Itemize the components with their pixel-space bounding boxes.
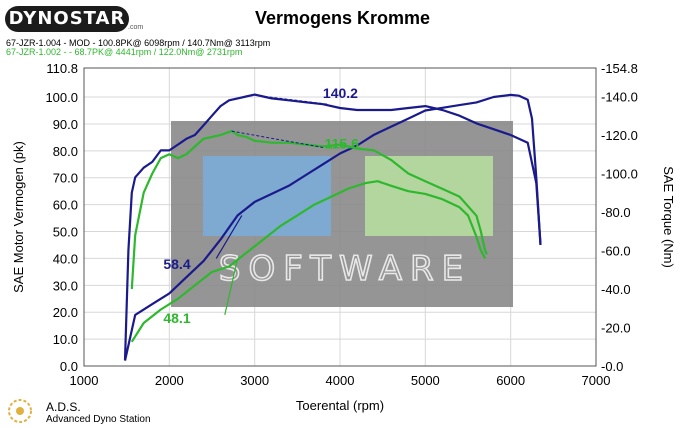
- x-tick-label: 1000: [70, 373, 99, 388]
- y-tick-label: 50.0: [53, 225, 78, 240]
- y-tick-label: 0.0: [60, 359, 78, 374]
- x-tick-label: 2000: [155, 373, 184, 388]
- y2-tick-label: -140.0: [601, 89, 638, 104]
- x-tick-label: 7000: [582, 373, 611, 388]
- annotation-label: 140.2: [323, 85, 358, 101]
- y2-tick-label: -0.0: [601, 359, 623, 374]
- y2-tick-label: -60.0: [601, 243, 631, 258]
- y-tick-label: 110.8: [46, 61, 78, 76]
- annotation-leader: [215, 215, 243, 259]
- y-tick-label: 70.0: [53, 171, 78, 186]
- y2-tick-label: -80.0: [601, 205, 631, 220]
- y2-tick-label: -154.8: [601, 61, 638, 76]
- torque-curve: [123, 93, 542, 361]
- footer-name: A.D.S.: [46, 400, 81, 414]
- run-summary-2: 67-JZR-1.002 - - 68.7PK@ 4441rpm / 122.0…: [6, 47, 243, 57]
- series: [123, 93, 542, 361]
- annotation-leader: [231, 130, 324, 148]
- y2-axis-label: SAE Torque (Nm): [661, 166, 676, 268]
- footer-subtitle: Advanced Dyno Station: [46, 414, 151, 425]
- y2-tick-label: -20.0: [601, 320, 631, 335]
- dynostar-logo: DYNOSTAR: [5, 6, 129, 32]
- annotation-leader: [224, 258, 239, 316]
- power-curve: [130, 180, 487, 343]
- ads-logo-icon: [8, 399, 32, 423]
- annotation-leader: [254, 94, 328, 105]
- plot-frame: [83, 67, 597, 367]
- brand-text: DYNOSTAR: [8, 8, 126, 29]
- y2-tick-label: -120.0: [601, 128, 638, 143]
- y-tick-label: 40.0: [53, 251, 78, 266]
- y-tick-label: 10.0: [53, 332, 78, 347]
- annotations: 140.2 115.6 58.4 48.1: [163, 85, 359, 326]
- y-tick-label: 90.0: [53, 117, 78, 132]
- annotation-label: 58.4: [163, 256, 190, 272]
- run-summary-1: 67-JZR-1.004 - MOD - 100.8PK@ 6098rpm / …: [6, 38, 271, 48]
- x-tick-label: 5000: [411, 373, 440, 388]
- annotation-label: 48.1: [163, 310, 190, 326]
- y-tick-label: 30.0: [53, 278, 78, 293]
- x-axis-label: Toerental (rpm): [296, 398, 384, 413]
- annotation-label: 115.6: [325, 135, 359, 151]
- power-curve: [123, 93, 542, 361]
- y-tick-label: 80.0: [53, 144, 78, 159]
- y-axis-label: SAE Motor Vermogen (pk): [11, 141, 26, 293]
- torque-curve: [130, 130, 488, 290]
- y-tick-label: 60.0: [53, 198, 78, 213]
- x-tick-label: 4000: [326, 373, 355, 388]
- x-tick-label: 6000: [496, 373, 525, 388]
- y2-tick-label: -100.0: [601, 166, 638, 181]
- y2-tick-label: -40.0: [601, 282, 631, 297]
- chart-title: Vermogens Kromme: [254, 8, 431, 28]
- axes: 1000 2000 3000 4000 5000 6000 7000 0.0 10.0 20.0 3…: [11, 61, 676, 413]
- y-tick-label: 20.0: [53, 305, 78, 320]
- watermark-text: SOFTWARE: [219, 249, 471, 289]
- x-tick-label: 3000: [240, 373, 269, 388]
- brand-suffix: .com: [128, 24, 144, 31]
- y-tick-label: 100.0: [45, 90, 78, 105]
